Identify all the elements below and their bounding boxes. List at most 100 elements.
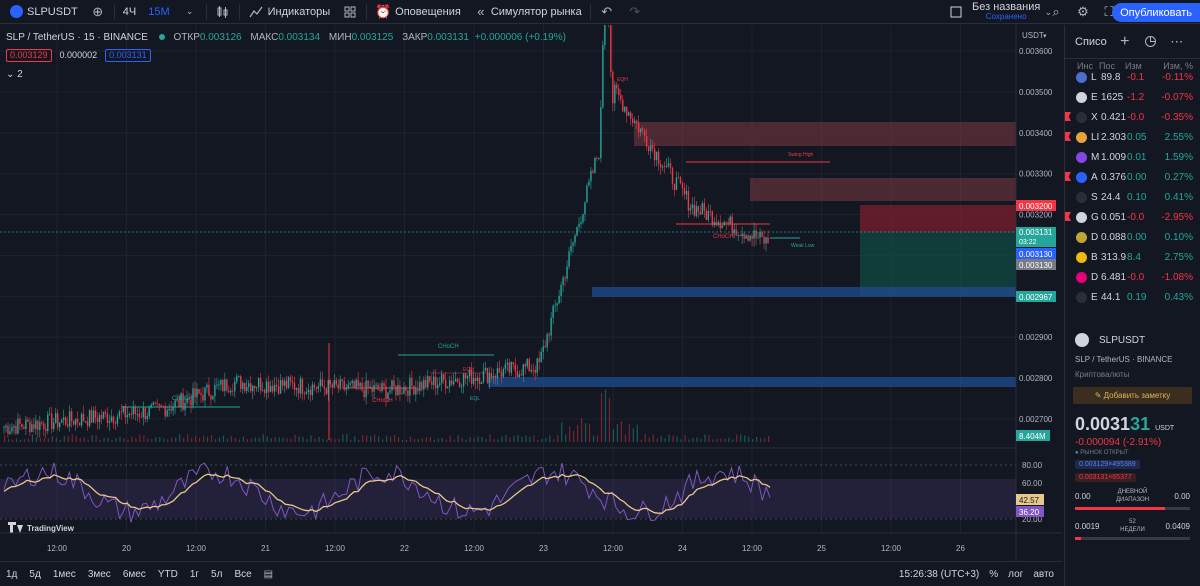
chart-area[interactable]: EQH Swing High CHoCH Weak Low CHoCH EQH …: [0, 25, 1062, 561]
candle: [612, 70, 614, 112]
range-1d[interactable]: 1д: [6, 568, 18, 580]
interval-4h[interactable]: 4Ч: [122, 5, 137, 18]
sell-button[interactable]: 0.003129: [6, 49, 52, 62]
layout-square-icon: [948, 4, 964, 20]
demand-zone-1: [592, 287, 1016, 297]
row-change: -0.1: [1127, 71, 1145, 83]
candle: [413, 385, 415, 396]
compare-button[interactable]: ⊕: [84, 0, 112, 24]
add-symbol-icon[interactable]: +: [1120, 32, 1130, 50]
price-tick: 0.003200: [1019, 211, 1053, 220]
col-change-pct[interactable]: Изм, %: [1163, 61, 1193, 71]
auto-toggle[interactable]: авто: [1033, 568, 1054, 580]
candle: [462, 373, 465, 394]
volume-bar: [75, 435, 77, 442]
volume-bar: [692, 437, 694, 442]
flag-icon[interactable]: [1065, 112, 1071, 121]
range-6m[interactable]: 6мес: [122, 568, 146, 580]
more-icon[interactable]: ⋯: [1170, 33, 1184, 49]
watchlist-header: Списо + ⋯: [1065, 25, 1200, 59]
row-last: 0.088: [1101, 231, 1127, 243]
flag-icon[interactable]: [1065, 212, 1071, 221]
candle: [321, 371, 324, 387]
volume-bar: [465, 439, 467, 442]
volume-bar: [147, 438, 149, 442]
watchlist-row[interactable]: E 1625 -1.2 -0.07%: [1065, 87, 1200, 107]
indicators-button[interactable]: Индикаторы: [242, 0, 337, 24]
replay-button[interactable]: « Симулятор рынка: [467, 0, 588, 24]
gear-icon[interactable]: ⚙: [1077, 4, 1089, 19]
add-note-button[interactable]: ✎ Добавить заметку: [1073, 387, 1192, 404]
candle: [665, 158, 668, 168]
layout-menu-button[interactable]: Без названия Сохранено ⌄: [944, 0, 1060, 24]
watchlist-row[interactable]: LI 2.303 0.05 2.55%: [1065, 127, 1200, 147]
redo-button[interactable]: ↷: [621, 0, 649, 24]
watchlist-row[interactable]: E 44.1 0.19 0.43%: [1065, 287, 1200, 307]
pie-chart-icon[interactable]: [1143, 34, 1159, 50]
interval-15m[interactable]: 15М: [148, 5, 170, 18]
candle: [562, 275, 564, 293]
candle: [74, 418, 77, 431]
legend-title[interactable]: SLP / TetherUS · 15 · BINANCE: [6, 32, 148, 43]
range-5d[interactable]: 5д: [29, 568, 41, 580]
tradingview-logo[interactable]: TradingView: [8, 522, 75, 533]
symbol-search-button[interactable]: SLPUSDT: [4, 0, 84, 24]
col-change[interactable]: Изм: [1125, 61, 1142, 71]
candle: [472, 371, 475, 386]
publish-button[interactable]: Опубликовать: [1112, 3, 1200, 22]
range-5y[interactable]: 5л: [211, 568, 223, 580]
search-icon[interactable]: ⌕: [1052, 4, 1060, 19]
watchlist-row[interactable]: G 0.051 -0.0 -2.95%: [1065, 207, 1200, 227]
indicators-label: Индикаторы: [267, 5, 331, 18]
volume-bar: [545, 437, 547, 442]
row-last: 0.421: [1101, 111, 1127, 123]
time-axis[interactable]: 12:00 20 12:00 21 12:00 22 12:00 23 12:00 24 12:00…: [47, 544, 966, 553]
candle: [536, 357, 538, 377]
calendar-icon[interactable]: ▤: [263, 568, 274, 580]
indicators-toggle[interactable]: ⌄ 2: [6, 69, 23, 80]
watchlist-row[interactable]: M 1.009 0.01 1.59%: [1065, 147, 1200, 167]
watchlist-row[interactable]: L 89.8 -0.1 -0.11%: [1065, 67, 1200, 87]
candle: [626, 106, 628, 123]
candle: [439, 377, 441, 387]
volume-bar: [505, 434, 507, 442]
undo-button[interactable]: ↶: [593, 0, 621, 24]
range-3m[interactable]: 3мес: [87, 568, 111, 580]
alerts-button[interactable]: ⏰ Оповещения: [369, 0, 467, 24]
range-all[interactable]: Все: [234, 568, 252, 580]
log-toggle[interactable]: лог: [1008, 568, 1024, 580]
range-1y[interactable]: 1г: [189, 568, 200, 580]
percent-toggle[interactable]: %: [989, 568, 999, 580]
watchlist-row[interactable]: D 6.481 -0.0 -1.08%: [1065, 267, 1200, 287]
candle: [5, 423, 7, 433]
details-symbol[interactable]: SLPUSDT: [1099, 334, 1146, 346]
interval-dropdown[interactable]: ⌄: [176, 0, 204, 24]
flag-icon[interactable]: [1065, 132, 1071, 141]
watchlist-row[interactable]: X 0.421 -0.0 -0.35%: [1065, 107, 1200, 127]
candle: [59, 421, 61, 432]
candle: [47, 411, 49, 435]
fullscreen-icon[interactable]: ⛶: [1104, 4, 1114, 19]
watchlist-row[interactable]: S 24.4 0.10 0.41%: [1065, 187, 1200, 207]
volume-bar: [485, 439, 487, 442]
col-last[interactable]: Пос: [1099, 61, 1115, 71]
axis-currency[interactable]: USDT: [1022, 31, 1044, 40]
watchlist-row[interactable]: B 313.9 8.4 2.75%: [1065, 247, 1200, 267]
watchlist-title[interactable]: Списо: [1075, 35, 1107, 48]
flag-icon[interactable]: [1065, 172, 1071, 181]
watchlist-row[interactable]: A 0.376 0.00 0.27%: [1065, 167, 1200, 187]
chart-canvas[interactable]: EQH Swing High CHoCH Weak Low CHoCH EQH …: [0, 25, 1062, 561]
chart-type-button[interactable]: [209, 0, 237, 24]
col-symbol[interactable]: Инс: [1077, 61, 1093, 71]
candle: [427, 370, 429, 391]
buy-button[interactable]: 0.003131: [105, 49, 151, 62]
layout-grid-button[interactable]: [336, 0, 364, 24]
clock[interactable]: 15:26:38 (UTC+3): [898, 568, 980, 580]
watchlist-row[interactable]: D 0.088 0.00 0.10%: [1065, 227, 1200, 247]
range-1m[interactable]: 1мес: [52, 568, 76, 580]
range-ytd[interactable]: YTD: [157, 568, 178, 580]
candle: [749, 234, 751, 243]
candle: [218, 380, 220, 391]
time-tick: 12:00: [742, 544, 763, 553]
candle: [584, 201, 586, 221]
